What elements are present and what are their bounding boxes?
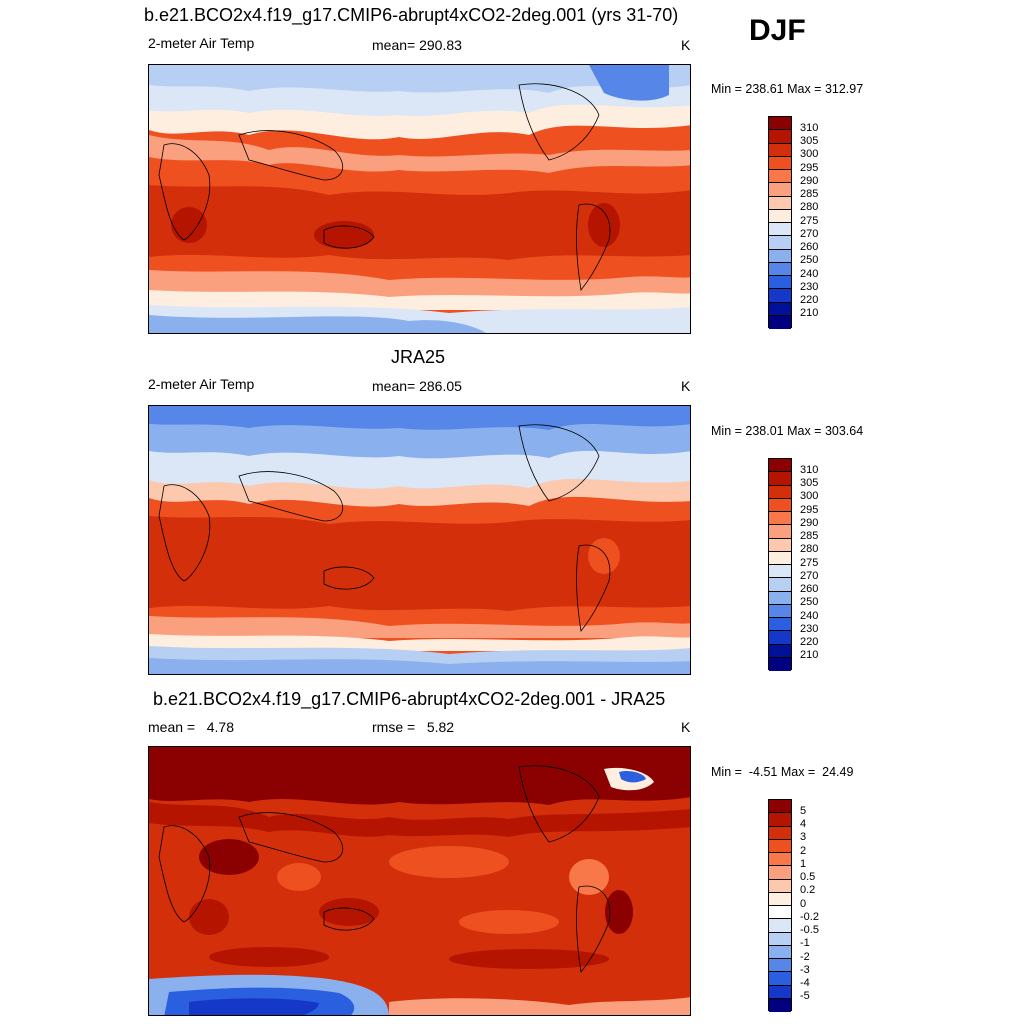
panel1-colorbar bbox=[768, 116, 792, 329]
panel3-title: b.e21.BCO2x4.f19_g17.CMIP6-abrupt4xCO2-2… bbox=[153, 689, 666, 709]
colorbar-label: 290 bbox=[800, 175, 819, 187]
panel1-map bbox=[148, 64, 691, 334]
colorbar-label: -4 bbox=[800, 977, 810, 989]
panel1-variable-label: 2-meter Air Temp bbox=[148, 35, 255, 51]
colorbar-label: 290 bbox=[800, 517, 819, 529]
colorbar-label: -0.2 bbox=[800, 911, 819, 923]
colorbar-label: 300 bbox=[800, 148, 819, 160]
colorbar-label: 240 bbox=[800, 268, 819, 280]
panel3-map bbox=[148, 746, 691, 1016]
colorbar-label: 285 bbox=[800, 188, 819, 200]
colorbar-label: 310 bbox=[800, 122, 819, 134]
colorbar-label: 275 bbox=[800, 215, 819, 227]
colorbar-label: 305 bbox=[800, 477, 819, 489]
colorbar-label: 230 bbox=[800, 281, 819, 293]
colorbar-label: 210 bbox=[800, 307, 819, 319]
colorbar-label: 310 bbox=[800, 464, 819, 476]
panel3-mean-label: mean = 4.78 bbox=[148, 719, 235, 735]
colorbar-label: 250 bbox=[800, 254, 819, 266]
colorbar-label: -2 bbox=[800, 951, 810, 963]
panel2-minmax: Min = 238.01 Max = 303.64 bbox=[711, 424, 864, 438]
colorbar-label: -1 bbox=[800, 937, 810, 949]
colorbar-label: 0.5 bbox=[800, 871, 816, 883]
panel2-mean-label: mean= 286.05 bbox=[372, 378, 462, 394]
colorbar-label: 280 bbox=[800, 201, 819, 213]
colorbar-label: 250 bbox=[800, 596, 819, 608]
colorbar-label: 1 bbox=[800, 858, 807, 870]
colorbar-label: 4 bbox=[800, 818, 807, 830]
colorbar-label: -3 bbox=[800, 964, 810, 976]
colorbar-label: 2 bbox=[800, 845, 807, 857]
colorbar-label: 275 bbox=[800, 557, 819, 569]
season-label: DJF bbox=[749, 14, 806, 47]
colorbar-label: 5 bbox=[800, 805, 807, 817]
colorbar-label: 260 bbox=[800, 241, 819, 253]
colorbar-label: 230 bbox=[800, 623, 819, 635]
panel2-variable-label: 2-meter Air Temp bbox=[148, 376, 255, 392]
colorbar-label: -0.5 bbox=[800, 924, 819, 936]
panel2-title: JRA25 bbox=[391, 347, 446, 367]
colorbar-label: 260 bbox=[800, 583, 819, 595]
colorbar-label: 280 bbox=[800, 543, 819, 555]
panel1-minmax: Min = 238.61 Max = 312.97 bbox=[711, 82, 864, 96]
colorbar-label: 300 bbox=[800, 490, 819, 502]
colorbar-label: 305 bbox=[800, 135, 819, 147]
colorbar-label: 285 bbox=[800, 530, 819, 542]
panel1-mean-label: mean= 290.83 bbox=[372, 37, 462, 53]
colorbar-label: 295 bbox=[800, 504, 819, 516]
colorbar-label: 295 bbox=[800, 162, 819, 174]
colorbar-label: 270 bbox=[800, 570, 819, 582]
panel2-colorbar bbox=[768, 458, 792, 671]
panel3-minmax: Min = -4.51 Max = 24.49 bbox=[711, 765, 854, 779]
colorbar-label: 220 bbox=[800, 294, 819, 306]
colorbar-label: 3 bbox=[800, 831, 807, 843]
colorbar-label: -5 bbox=[800, 990, 810, 1002]
panel3-rmse-label: rmse = 5.82 bbox=[372, 719, 455, 735]
colorbar-label: 220 bbox=[800, 636, 819, 648]
colorbar-label: 210 bbox=[800, 649, 819, 661]
panel1-unit-label: K bbox=[681, 37, 691, 53]
colorbar-label: 0.2 bbox=[800, 884, 816, 896]
colorbar-label: 240 bbox=[800, 610, 819, 622]
colorbar-label: 0 bbox=[800, 898, 807, 910]
colorbar-label: 270 bbox=[800, 228, 819, 240]
panel2-unit-label: K bbox=[681, 378, 691, 394]
panel1-title: b.e21.BCO2x4.f19_g17.CMIP6-abrupt4xCO2-2… bbox=[144, 5, 679, 25]
panel3-unit-label: K bbox=[681, 719, 691, 735]
panel3-colorbar bbox=[768, 799, 792, 1012]
panel2-map bbox=[148, 405, 691, 675]
